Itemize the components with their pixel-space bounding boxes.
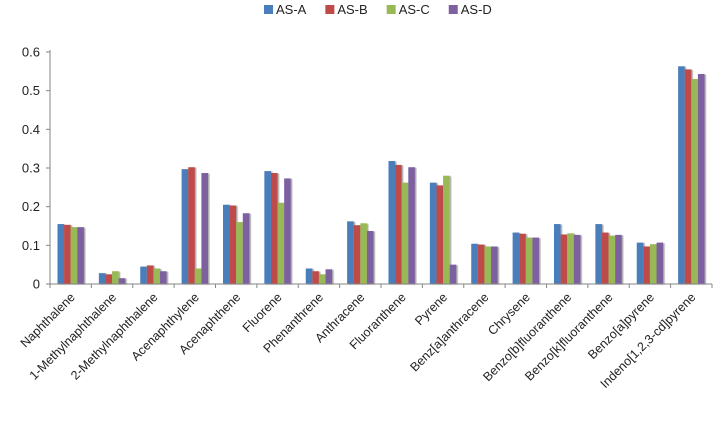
y-tick-label: 0.3 xyxy=(22,161,40,176)
bar-as-d-3 xyxy=(201,173,209,284)
bar-as-a-11 xyxy=(512,232,520,284)
bar-as-d-12 xyxy=(573,234,581,284)
bars xyxy=(57,66,705,285)
bar-as-b-5 xyxy=(270,173,278,284)
bar-as-d-8 xyxy=(408,167,415,284)
bar-as-b-11 xyxy=(519,233,526,284)
bar-as-c-4 xyxy=(236,222,243,284)
y-tick-label: 0.2 xyxy=(22,199,40,214)
bar-as-a-12 xyxy=(553,224,561,284)
bar-as-b-14 xyxy=(643,246,650,284)
bar-as-c-2 xyxy=(153,268,161,284)
y-tick-labels: 0 0.1 0.2 0.3 0.4 0.5 0.6 xyxy=(22,45,40,292)
bar-as-b-15 xyxy=(684,69,692,285)
bar-as-a-0 xyxy=(57,224,65,284)
bar-as-c-14 xyxy=(649,244,657,284)
x-category-label: Benz[a]anthracene xyxy=(407,290,491,374)
bar-as-c-7 xyxy=(360,223,367,284)
bar-as-c-5 xyxy=(277,202,285,284)
y-tick-label: 0 xyxy=(33,277,40,292)
legend-swatch-as-c xyxy=(386,5,396,14)
bar-as-b-7 xyxy=(353,225,361,284)
bar-as-a-2 xyxy=(140,266,147,284)
y-tick-label: 0.4 xyxy=(22,122,40,137)
bar-as-d-13 xyxy=(615,234,622,284)
bar-as-b-1 xyxy=(105,274,113,284)
bar-as-c-12 xyxy=(567,233,574,284)
bar-as-d-14 xyxy=(656,242,664,284)
bar-as-b-0 xyxy=(64,224,71,284)
bar-as-a-14 xyxy=(636,242,644,284)
bar-as-a-9 xyxy=(429,182,437,284)
bar-as-d-7 xyxy=(366,231,374,284)
legend-swatch-as-b xyxy=(325,5,335,14)
bar-as-c-8 xyxy=(401,182,409,284)
bar-as-a-15 xyxy=(678,66,685,284)
bar-as-d-11 xyxy=(532,237,540,284)
bar-as-d-4 xyxy=(242,213,250,284)
bar-as-c-9 xyxy=(443,175,450,284)
bar-as-b-9 xyxy=(436,185,444,284)
bar-as-b-4 xyxy=(229,205,237,284)
legend-label-as-a: AS-A xyxy=(276,2,307,17)
bar-as-a-7 xyxy=(347,221,354,284)
bar-as-a-3 xyxy=(181,169,189,284)
bar-as-c-11 xyxy=(525,237,533,284)
bar-as-c-1 xyxy=(112,271,119,284)
bar-as-b-10 xyxy=(477,244,485,284)
bar-as-c-15 xyxy=(691,79,698,284)
bar-as-d-5 xyxy=(284,178,291,284)
bar-as-c-10 xyxy=(484,246,492,284)
bar-as-a-6 xyxy=(305,268,313,284)
bar-as-b-13 xyxy=(601,232,609,284)
bar-as-d-0 xyxy=(77,227,84,284)
bar-as-d-10 xyxy=(491,246,498,284)
x-category-label: Pyrene xyxy=(412,290,450,328)
legend-label-as-c: AS-C xyxy=(399,2,430,17)
bar-as-b-8 xyxy=(395,164,402,284)
bar-as-c-13 xyxy=(608,235,616,284)
bar-as-c-6 xyxy=(318,274,326,284)
bar-as-a-1 xyxy=(98,273,106,284)
bar-as-a-13 xyxy=(595,224,602,284)
bar-as-d-9 xyxy=(449,264,457,284)
bar-as-b-6 xyxy=(312,271,319,284)
bar-as-d-6 xyxy=(325,269,333,284)
legend-swatch-as-a xyxy=(264,5,273,14)
y-tick-label: 0.5 xyxy=(22,83,40,98)
bar-as-a-5 xyxy=(264,171,271,284)
bar-as-b-2 xyxy=(146,265,154,284)
legend-label-as-b: AS-B xyxy=(337,2,367,17)
y-tick-label: 0.1 xyxy=(22,238,40,253)
bar-as-d-2 xyxy=(160,271,167,284)
legend-label-as-d: AS-D xyxy=(461,2,492,17)
bar-as-c-3 xyxy=(194,268,202,284)
legend: AS-A AS-B AS-C AS-D xyxy=(264,2,492,17)
bar-as-b-3 xyxy=(188,167,195,284)
bar-as-a-10 xyxy=(471,243,478,284)
bar-as-d-15 xyxy=(697,74,705,284)
y-tick-label: 0.6 xyxy=(22,45,40,60)
bar-as-c-0 xyxy=(70,227,78,284)
axes xyxy=(46,50,713,288)
bar-as-d-1 xyxy=(118,278,126,284)
bar-as-a-8 xyxy=(388,161,396,284)
bar-as-a-4 xyxy=(222,204,230,284)
bar-as-b-12 xyxy=(560,234,568,284)
x-category-labels: Naphthalene1-Methylnaphthalene2-Methylna… xyxy=(18,290,699,391)
legend-swatch-as-d xyxy=(448,5,458,14)
